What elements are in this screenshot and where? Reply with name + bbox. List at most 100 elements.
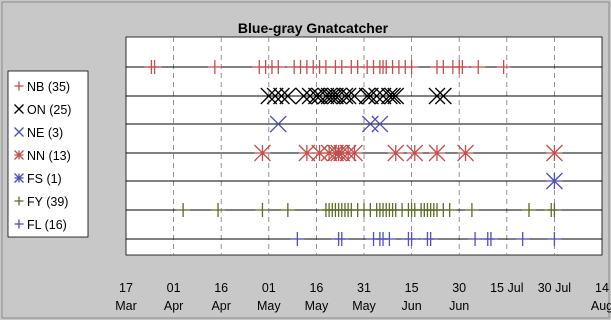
- x-tick-label-month: Apr: [164, 299, 183, 313]
- marker-stroke: [545, 172, 563, 190]
- x-tick-label: 15: [405, 281, 419, 295]
- x-tick-label: 30 Jul: [538, 281, 571, 295]
- marker-stroke: [330, 87, 348, 105]
- grid-lines: [173, 37, 555, 255]
- plus-marker: [404, 60, 419, 74]
- marker-stroke: [266, 87, 284, 105]
- marker-stroke: [260, 87, 278, 105]
- x-marker: [374, 87, 392, 105]
- plus-marker: [147, 60, 162, 74]
- plus-marker: [464, 203, 479, 217]
- x-marker: [428, 87, 446, 105]
- legend: NB (35) ON (25) NE (3) NN (13) FS (1) FY (39)…: [14, 80, 71, 232]
- marker-stroke: [298, 144, 316, 162]
- x-marker: [326, 87, 344, 105]
- plus-marker: [404, 232, 419, 246]
- legend-box: [7, 70, 89, 238]
- chart-title: Blue-gray Gnatcatcher: [238, 20, 389, 36]
- plus-marker: [382, 232, 397, 246]
- series-row: [126, 60, 602, 74]
- legend-label: NB (35): [27, 80, 70, 94]
- x-tick-label: 14: [595, 281, 609, 295]
- plus-marker: [280, 203, 295, 217]
- x-tick-label: 15 Jul: [490, 281, 523, 295]
- marker-stroke: [387, 87, 405, 105]
- x-marker: [269, 115, 287, 133]
- marker-stroke: [361, 87, 379, 105]
- marker-stroke: [339, 87, 357, 105]
- marker-stroke: [307, 87, 325, 105]
- plus-marker: [14, 219, 24, 229]
- marker-stroke: [323, 87, 341, 105]
- marker-stroke: [253, 144, 271, 162]
- x-marker: [346, 87, 363, 105]
- plus-marker: [14, 81, 24, 91]
- star-marker: [545, 172, 563, 190]
- legend-entry: NB (35): [14, 80, 70, 94]
- x-tick-label: 01: [167, 281, 181, 295]
- x-marker: [361, 115, 379, 133]
- x-marker: [323, 87, 341, 105]
- plus-marker: [547, 203, 562, 217]
- x-marker: [260, 87, 278, 105]
- x-tick-label: 16: [214, 281, 228, 295]
- plus-marker: [176, 203, 191, 217]
- marker-stroke: [311, 87, 329, 105]
- plus-marker: [255, 203, 270, 217]
- marker-stroke: [428, 87, 446, 105]
- star-marker: [298, 144, 316, 162]
- plus-marker: [496, 60, 511, 74]
- marker-stroke: [380, 87, 398, 105]
- marker-stroke: [14, 127, 24, 137]
- marker-stroke: [434, 87, 452, 105]
- series-row: [126, 144, 602, 162]
- marker-stroke: [368, 87, 386, 105]
- marker-stroke: [311, 144, 329, 162]
- marker-stroke: [346, 144, 363, 162]
- legend-label: NN (13): [27, 149, 71, 163]
- marker-stroke: [346, 87, 363, 105]
- x-marker: [339, 87, 357, 105]
- marker-stroke: [14, 150, 24, 160]
- plus-marker: [515, 232, 530, 246]
- marker-stroke: [279, 87, 297, 105]
- marker-stroke: [428, 144, 446, 162]
- legend-entry: ON (25): [14, 103, 71, 117]
- marker-stroke: [317, 87, 335, 105]
- x-marker: [434, 87, 452, 105]
- legend-label: FL (16): [27, 218, 67, 232]
- x-marker: [266, 87, 284, 105]
- x-marker: [380, 87, 398, 105]
- x-marker: [330, 87, 348, 105]
- legend-entry: NE (3): [14, 126, 63, 140]
- star-marker: [387, 144, 405, 162]
- series-row: [126, 232, 602, 246]
- legend-label: ON (25): [27, 103, 71, 117]
- plus-marker: [211, 203, 226, 217]
- marker-stroke: [361, 115, 379, 133]
- x-marker: [311, 87, 329, 105]
- x-marker: [361, 87, 379, 105]
- x-marker: [358, 87, 376, 105]
- star-marker: [457, 144, 475, 162]
- marker-stroke: [14, 173, 24, 183]
- plus-marker: [207, 60, 222, 74]
- plus-marker: [455, 60, 470, 74]
- legend-label: FY (39): [27, 195, 68, 209]
- x-tick-label-month: Aug: [591, 299, 611, 313]
- marker-stroke: [336, 87, 354, 105]
- plus-marker: [483, 232, 498, 246]
- x-marker: [14, 104, 24, 114]
- x-axis-ticks: 17 Mar 01 Apr 16 Apr 01 May 16 May 31 May 15 Jun 30 Jun…: [115, 281, 611, 313]
- star-marker: [346, 144, 363, 162]
- x-marker: [336, 87, 354, 105]
- marker-stroke: [457, 144, 475, 162]
- marker-stroke: [295, 87, 313, 105]
- marker-stroke: [387, 144, 405, 162]
- marker-stroke: [326, 87, 344, 105]
- x-marker: [279, 87, 297, 105]
- marker-stroke: [371, 115, 389, 133]
